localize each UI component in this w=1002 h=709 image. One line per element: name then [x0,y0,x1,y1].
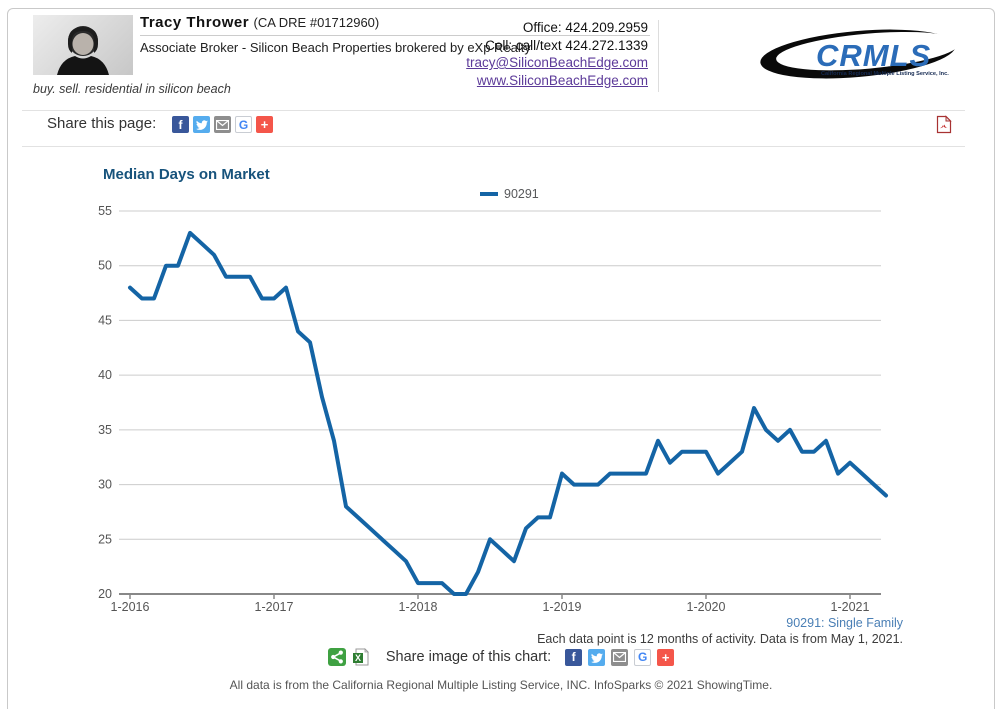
page-border [7,8,995,709]
facebook-icon[interactable]: f [172,116,189,133]
agent-tagline: buy. sell. residential in silicon beach [33,82,231,96]
share-chart-row: X Share image of this chart: f G + [0,648,1002,666]
twitter-chart-icon[interactable] [588,648,606,666]
cell-phone: Cell: call/text 424.272.1339 [485,37,648,53]
series-note: 90291: Single Family [786,616,903,630]
legend-swatch [480,192,498,196]
website-link[interactable]: www.SiliconBeachEdge.com [476,72,648,88]
chart-title: Median Days on Market [103,166,270,183]
x-axis-label: 1-2021 [831,600,870,614]
crmls-logo: CRMLS California Regional Multiple Listi… [758,26,963,84]
agent-photo [33,15,133,75]
excel-file-icon: X [352,648,369,666]
email-chart-icon[interactable] [611,648,629,666]
svg-text:X: X [355,653,361,663]
series-line-90291 [128,230,888,596]
crmls-logo-tagline: California Regional Multiple Listing Ser… [821,71,949,77]
median-days-chart: 20 25 30 35 40 45 50 55 1-2016 1-2017 1-2018 1-2019… [98,205,888,614]
office-phone: Office: 424.209.2959 [522,20,648,35]
plus-chart-icon[interactable]: + [657,648,675,666]
agent-title: Associate Broker - Silicon Beach Propert… [140,40,531,55]
excel-export-icon[interactable]: X [352,648,370,666]
crmls-logo-graphic: CRMLS California Regional Multiple Listi… [760,29,960,79]
envelope-icon [216,119,229,130]
google-chart-icon[interactable]: G [634,648,652,666]
x-axis-label: 1-2019 [543,600,582,614]
share-bar-top-rule [22,110,965,111]
agent-info: Tracy Thrower (CA DRE #01712960) Associa… [140,14,650,55]
contact-block: Office: 424.209.2959 Cell: call/text 424… [380,19,648,89]
y-axis-label: 20 [98,587,112,601]
x-axis-label: 1-2018 [399,600,438,614]
chart-footnote: Each data point is 12 months of activity… [537,632,903,646]
crmls-logo-text: CRMLS [816,38,931,73]
twitter-icon[interactable] [193,116,210,133]
envelope-icon [613,652,627,662]
share-chart-icon[interactable] [327,648,346,666]
share-page-icons: f G + [172,116,273,133]
facebook-chart-icon[interactable]: f [565,648,583,666]
share-bar-bottom-rule [22,146,965,147]
y-axis-label: 50 [98,259,112,273]
x-axis-label: 1-2016 [111,600,150,614]
plus-icon[interactable]: + [256,116,273,133]
email-icon[interactable] [214,116,231,133]
header-divider [658,20,659,92]
legend-label: 90291 [504,187,539,201]
y-axis-label: 45 [98,313,112,327]
google-icon[interactable]: G [235,116,252,133]
pdf-download-icon[interactable] [936,115,952,134]
share-chart-label: Share image of this chart: [385,649,552,665]
twitter-bird-icon [196,120,208,130]
x-axis-label: 1-2017 [255,600,294,614]
share-nodes-icon [330,650,343,664]
attribution-footer: All data is from the California Regional… [229,678,773,692]
y-axis-label: 30 [98,478,112,492]
twitter-bird-icon [591,652,604,663]
pdf-file-icon [936,115,952,134]
agent-license: (CA DRE #01712960) [253,15,380,30]
y-axis-label: 35 [98,423,112,437]
agent-name: Tracy Thrower [140,14,250,31]
y-axis-label: 40 [98,368,112,382]
y-axis-label: 55 [98,205,112,218]
share-page-label: Share this page: [47,115,157,132]
x-axis-label: 1-2020 [687,600,726,614]
agent-photo-silhouette [57,26,109,75]
email-link[interactable]: tracy@SiliconBeachEdge.com [466,55,648,70]
y-axis-label: 25 [98,532,112,546]
chart-legend: 90291 [480,187,539,201]
agent-name-line: Tracy Thrower (CA DRE #01712960) [140,14,650,36]
